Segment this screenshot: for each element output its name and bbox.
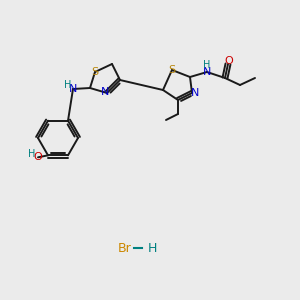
- Text: O: O: [225, 56, 233, 66]
- Text: N: N: [69, 84, 77, 94]
- Text: N: N: [101, 87, 109, 97]
- Text: H: H: [28, 149, 36, 159]
- Text: S: S: [92, 67, 99, 77]
- Text: H: H: [148, 242, 158, 254]
- Text: O: O: [34, 152, 42, 162]
- Text: H: H: [203, 60, 211, 70]
- Text: S: S: [168, 65, 175, 75]
- Text: H: H: [64, 80, 72, 90]
- Text: N: N: [203, 67, 211, 77]
- Text: Br: Br: [118, 242, 132, 254]
- Text: N: N: [191, 88, 199, 98]
